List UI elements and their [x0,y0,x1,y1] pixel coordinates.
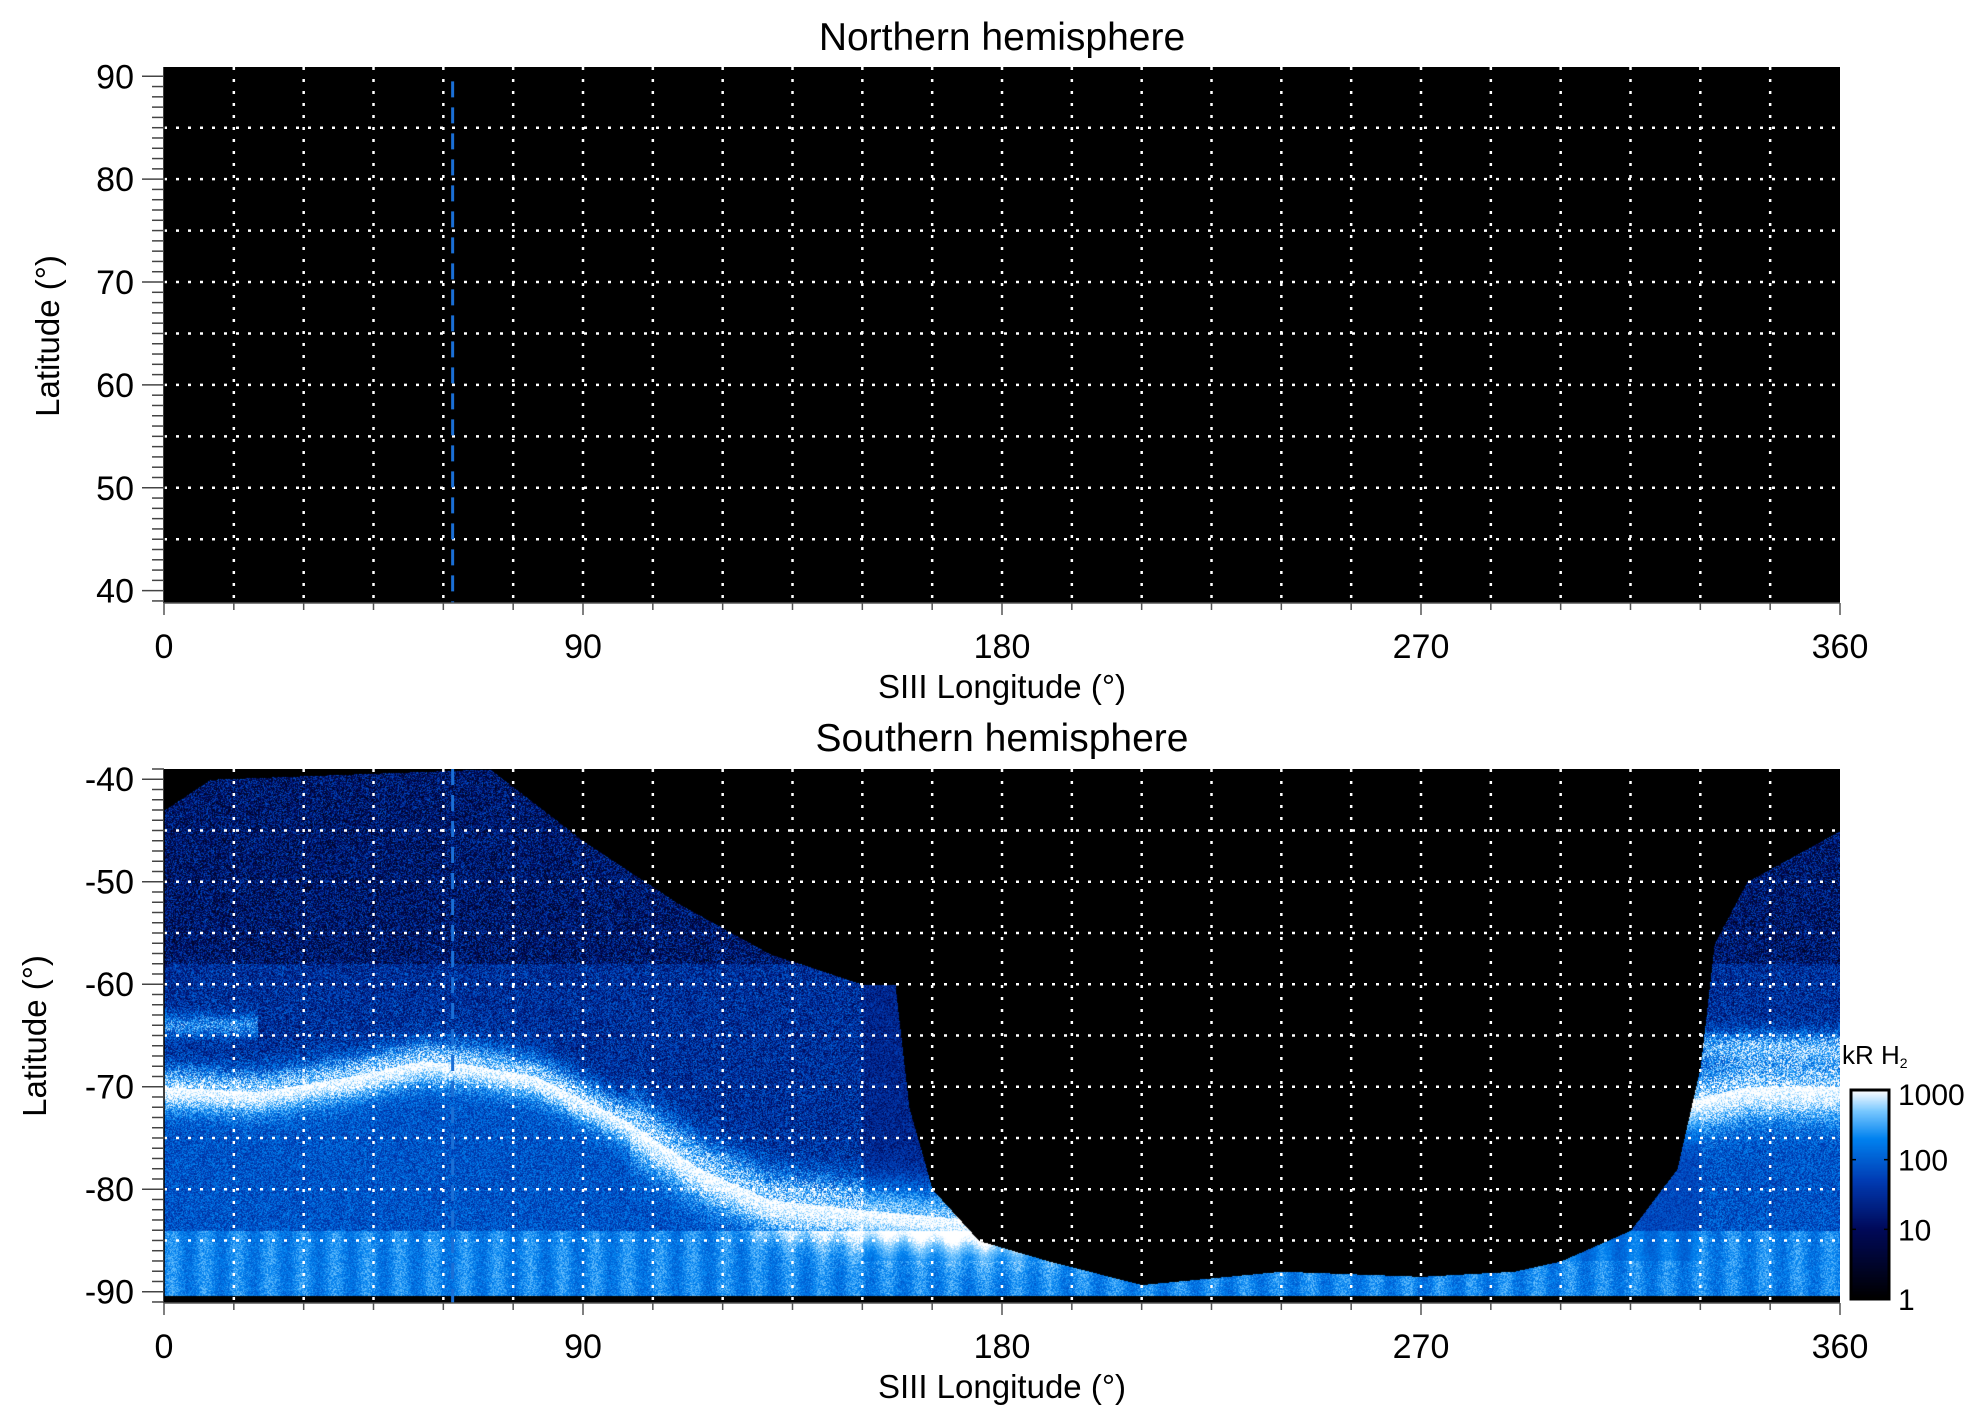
south-xlabel: SIII Longitude (°) [878,1368,1126,1405]
x-tick-label: 360 [1812,1328,1869,1366]
y-tick-label: 50 [96,470,134,508]
y-tick-label: 40 [96,573,134,611]
y-tick-label: -70 [85,1069,134,1107]
north-ylabel: Latitude (°) [29,255,66,417]
x-tick-label: 180 [974,1328,1031,1366]
x-tick-label: 90 [564,628,602,666]
y-tick-label: -50 [85,864,134,902]
x-tick-label: 360 [1812,628,1869,666]
south-panel: -40 -50 -60 -70 -80 -90 0 90 180 270 360 [85,761,1869,1366]
colorbar-label: kR H2 [1842,1040,1908,1071]
north-xlabel: SIII Longitude (°) [878,668,1126,705]
y-tick-label: 70 [96,264,134,302]
colorbar-axis: 1000 100 10 1 [1849,1079,1965,1317]
y-tick-label: 90 [96,58,134,96]
colorbar-tick-label: 1 [1898,1284,1915,1317]
y-tick-label: -60 [85,966,134,1004]
x-tick-label: 0 [155,1328,174,1366]
colorbar-tick-label: 1000 [1898,1079,1965,1112]
x-tick-label: 270 [1393,628,1450,666]
y-tick-label: 60 [96,367,134,405]
y-tick-label: 80 [96,161,134,199]
y-tick-label: -90 [85,1274,134,1312]
x-tick-label: 0 [155,628,174,666]
colorbar-tick-label: 100 [1898,1145,1948,1178]
y-tick-label: -40 [85,761,134,799]
colorbar-frame [1849,1088,1891,1301]
north-panel: 40 50 60 70 80 90 0 90 180 270 360 [96,58,1868,666]
x-tick-label: 90 [564,1328,602,1366]
x-tick-label: 270 [1393,1328,1450,1366]
colorbar [1851,1090,1889,1299]
colorbar-tick-label: 10 [1898,1214,1931,1247]
north-title: Northern hemisphere [819,16,1185,59]
south-ylabel: Latitude (°) [16,955,53,1117]
south-title: Southern hemisphere [816,717,1189,760]
y-tick-label: -80 [85,1171,134,1209]
x-tick-label: 180 [974,628,1031,666]
